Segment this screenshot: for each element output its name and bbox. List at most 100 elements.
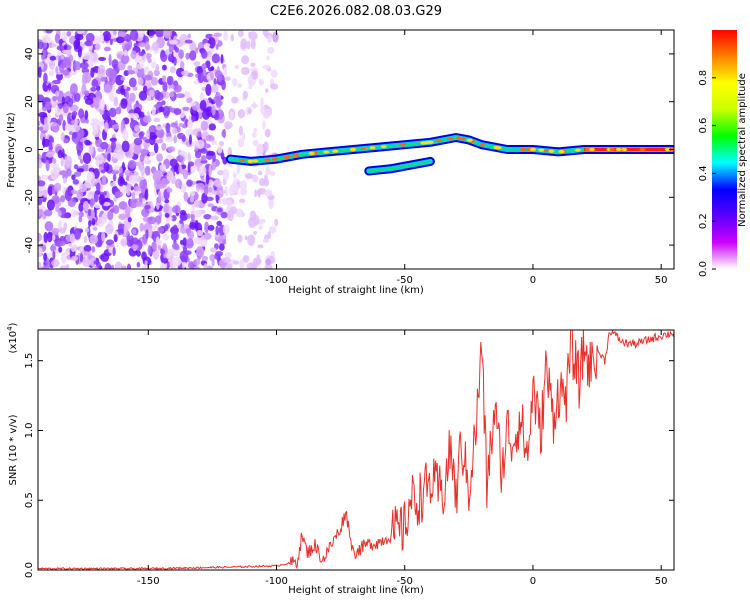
noise-blob bbox=[231, 96, 239, 104]
spectrogram-y-label: Frequency (Hz) bbox=[6, 112, 17, 188]
noise-blob bbox=[242, 255, 250, 263]
noise-blob bbox=[90, 177, 96, 188]
noise-blob bbox=[70, 127, 77, 133]
noise-blob bbox=[151, 106, 156, 117]
noise-blob bbox=[133, 143, 142, 155]
noise-blob bbox=[205, 83, 212, 96]
signal-hotspot bbox=[447, 137, 454, 141]
noise-blob bbox=[187, 33, 192, 39]
noise-blob bbox=[60, 131, 65, 142]
noise-blob bbox=[127, 159, 137, 169]
noise-blob bbox=[171, 242, 179, 250]
noise-blob bbox=[223, 66, 228, 76]
noise-blob bbox=[201, 86, 207, 92]
noise-blob bbox=[38, 66, 42, 78]
signal-hotspot bbox=[548, 149, 555, 153]
noise-blob bbox=[118, 201, 128, 210]
noise-blob bbox=[82, 258, 91, 267]
noise-blob bbox=[193, 266, 200, 269]
noise-blob bbox=[188, 230, 195, 240]
noise-blob bbox=[173, 56, 177, 66]
noise-blob bbox=[233, 260, 240, 265]
noise-blob bbox=[210, 215, 219, 221]
signal-hotspot bbox=[323, 150, 330, 154]
noise-blob bbox=[253, 127, 258, 133]
signal-main-inner bbox=[229, 136, 674, 163]
noise-blob bbox=[63, 58, 69, 66]
noise-blob bbox=[183, 223, 189, 230]
snr-series-line bbox=[38, 330, 674, 570]
noise-blob bbox=[157, 226, 165, 234]
noise-blob bbox=[161, 64, 167, 71]
noise-blob bbox=[108, 53, 112, 66]
noise-blob bbox=[143, 74, 153, 81]
noise-blob bbox=[167, 53, 174, 62]
signal-hotspot bbox=[271, 157, 278, 161]
noise-blob bbox=[189, 191, 196, 197]
noise-blob bbox=[88, 220, 92, 227]
noise-blob bbox=[244, 235, 248, 241]
noise-blob bbox=[270, 69, 278, 78]
signal-hotspot bbox=[399, 143, 406, 147]
noise-blob bbox=[172, 205, 181, 214]
noise-blob bbox=[168, 39, 178, 45]
noise-blob bbox=[133, 185, 143, 192]
noise-blob bbox=[132, 86, 138, 91]
noise-blob bbox=[188, 261, 194, 269]
noise-blob bbox=[146, 52, 151, 61]
noise-blob bbox=[157, 239, 162, 246]
noise-blob bbox=[257, 244, 264, 249]
noise-blob bbox=[76, 30, 85, 35]
noise-blob bbox=[38, 246, 43, 258]
noise-blob bbox=[49, 55, 57, 61]
noise-blob bbox=[106, 153, 110, 161]
noise-blob bbox=[38, 159, 43, 169]
noise-blob bbox=[140, 148, 150, 155]
noise-blob bbox=[52, 95, 57, 102]
noise-blob bbox=[120, 98, 128, 109]
noise-blob bbox=[167, 146, 176, 153]
noise-blob bbox=[69, 233, 76, 244]
noise-blob bbox=[42, 264, 47, 269]
snr-xtick-label: -100 bbox=[265, 576, 288, 587]
snr-ytick-label: 1.5 bbox=[24, 353, 35, 369]
noise-blob bbox=[109, 137, 117, 143]
noise-blob bbox=[98, 194, 106, 206]
noise-blob bbox=[41, 174, 50, 180]
noise-blob bbox=[108, 119, 117, 125]
noise-blob bbox=[40, 50, 46, 61]
noise-blob bbox=[123, 85, 128, 90]
noise-blob bbox=[115, 149, 125, 161]
signal-hotspot bbox=[495, 146, 502, 150]
noise-blob bbox=[150, 76, 159, 86]
noise-blob bbox=[115, 36, 125, 44]
noise-blob bbox=[160, 177, 168, 189]
noise-blob bbox=[241, 55, 250, 65]
noise-blob bbox=[210, 247, 217, 253]
noise-blob bbox=[269, 225, 277, 234]
noise-blob bbox=[196, 65, 203, 75]
noise-blob bbox=[108, 73, 116, 86]
noise-blob bbox=[63, 138, 69, 144]
noise-blob bbox=[189, 50, 197, 61]
noise-blob bbox=[237, 138, 245, 148]
noise-blob bbox=[152, 170, 162, 183]
noise-blob bbox=[127, 98, 132, 108]
noise-blob bbox=[127, 70, 135, 75]
signal-hotspot bbox=[427, 140, 434, 144]
noise-blob bbox=[71, 111, 78, 117]
noise-blob bbox=[60, 195, 66, 203]
noise-blob bbox=[138, 42, 147, 48]
spectrogram-ytick-label: -20 bbox=[24, 189, 35, 205]
noise-blob bbox=[164, 212, 170, 218]
noise-blob bbox=[200, 120, 209, 132]
signal-hotspot bbox=[238, 158, 245, 163]
noise-blob bbox=[209, 254, 216, 262]
noise-blob bbox=[61, 31, 68, 42]
noise-blob bbox=[239, 258, 245, 269]
noise-blob bbox=[193, 61, 201, 66]
noise-blob bbox=[109, 182, 117, 187]
noise-blob bbox=[247, 108, 252, 114]
noise-blob bbox=[131, 191, 136, 200]
noise-blob bbox=[108, 90, 115, 102]
